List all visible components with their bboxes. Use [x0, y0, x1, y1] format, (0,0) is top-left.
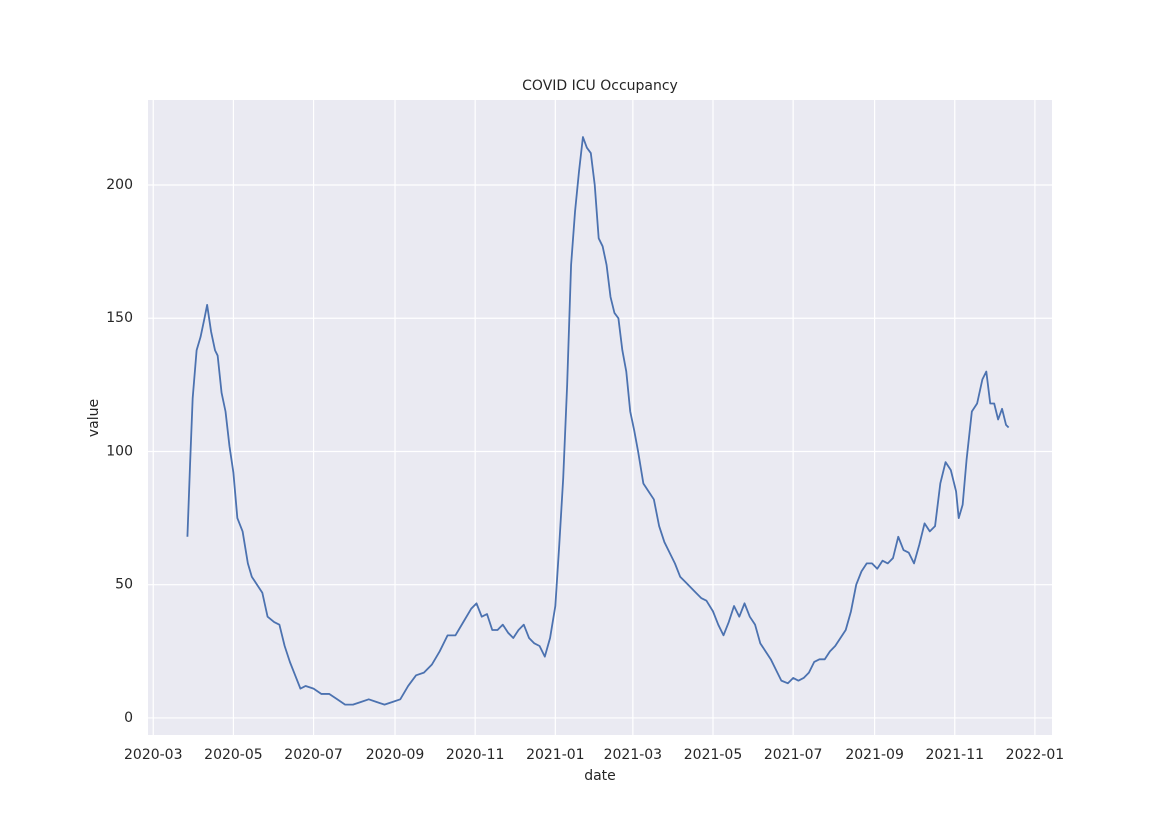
- y-tick-label: 200: [106, 177, 133, 193]
- chart-title: COVID ICU Occupancy: [522, 78, 678, 94]
- y-tick-label: 50: [115, 577, 133, 593]
- plot-area: [148, 100, 1052, 735]
- x-tick-label: 2020-11: [446, 747, 505, 763]
- y-axis-label: value: [86, 399, 102, 437]
- x-tick-label: 2020-09: [366, 747, 425, 763]
- x-tick-label: 2021-05: [684, 747, 743, 763]
- x-tick-label: 2020-07: [284, 747, 343, 763]
- x-tick-label: 2021-11: [926, 747, 985, 763]
- x-tick-label: 2021-01: [526, 747, 585, 763]
- y-tick-label: 100: [106, 443, 133, 459]
- x-tick-label: 2020-03: [124, 747, 183, 763]
- x-axis-label: date: [584, 768, 616, 784]
- x-tick-label: 2021-09: [845, 747, 904, 763]
- x-tick-label: 2021-03: [604, 747, 663, 763]
- x-tick-label: 2021-07: [764, 747, 823, 763]
- data-line: [186, 136, 1010, 706]
- x-tick-label: 2022-01: [1006, 747, 1065, 763]
- y-tick-label: 0: [124, 710, 133, 726]
- y-tick-label: 150: [106, 310, 133, 326]
- x-tick-label: 2020-05: [204, 747, 263, 763]
